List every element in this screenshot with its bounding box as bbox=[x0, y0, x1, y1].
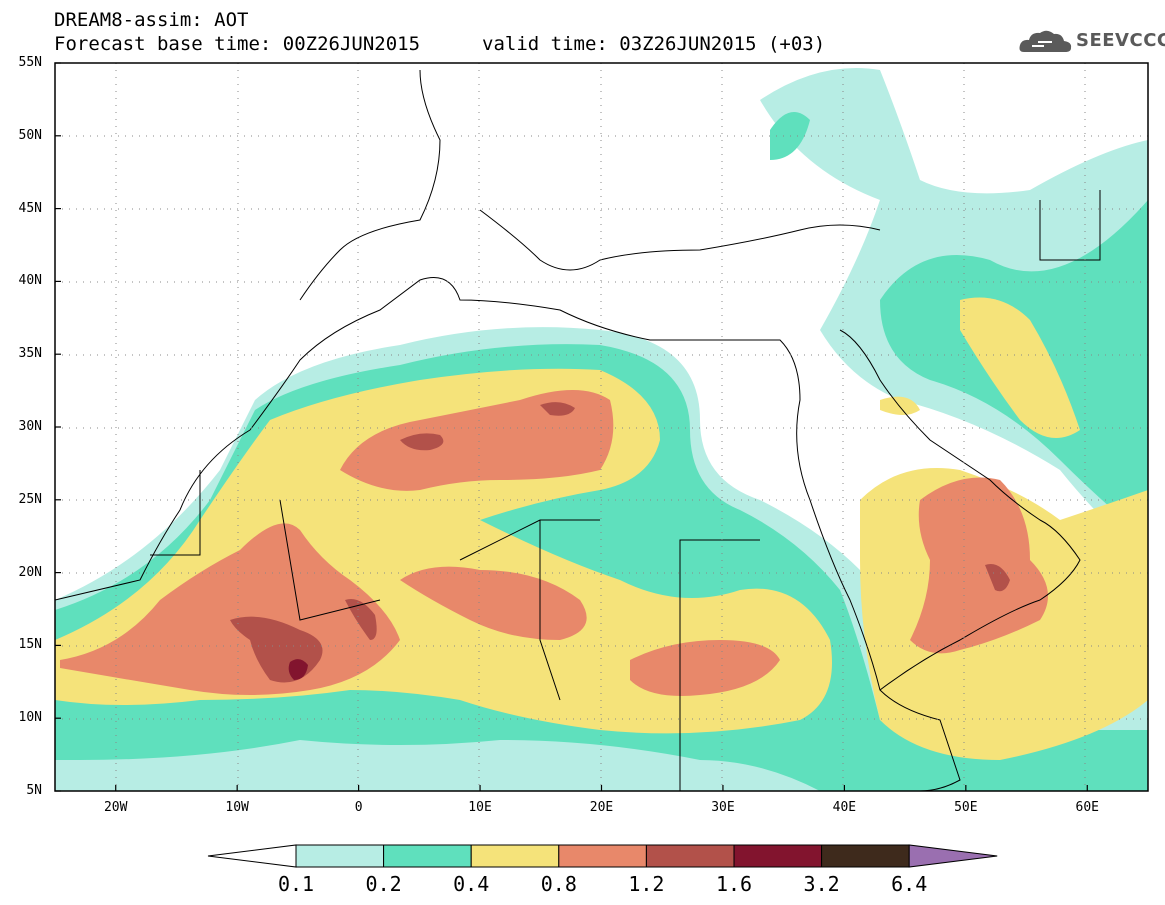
x-tick-label: 50E bbox=[954, 800, 978, 815]
legend-label: 0.2 bbox=[365, 872, 402, 896]
x-tick-label: 20E bbox=[589, 800, 614, 815]
x-tick-label: 10E bbox=[468, 800, 492, 815]
coastlines bbox=[55, 69, 1101, 791]
x-tick-label: 10W bbox=[225, 800, 249, 815]
y-tick-label: 30N bbox=[18, 419, 42, 434]
y-tick-label: 45N bbox=[18, 200, 42, 216]
y-tick-label: 5N bbox=[26, 783, 42, 798]
legend-label: 3.2 bbox=[803, 872, 840, 896]
aot-band-1.6 bbox=[288, 659, 308, 680]
legend-label: 1.2 bbox=[628, 872, 665, 896]
y-tick-label: 35N bbox=[18, 346, 42, 362]
map-title: DREAM8-assim: AOT bbox=[54, 9, 249, 31]
x-tick-label: 60E bbox=[1075, 800, 1099, 815]
y-tick-label: 25N bbox=[18, 491, 42, 507]
aot-band-1.2 bbox=[230, 402, 1010, 683]
graticule bbox=[55, 63, 1148, 791]
y-tick-label: 50N bbox=[18, 127, 42, 143]
y-tick-label: 40N bbox=[18, 273, 42, 289]
cloud-logo-icon bbox=[1019, 30, 1072, 52]
x-tick-label: 20W bbox=[103, 800, 128, 815]
logo-text: SEEVCCC bbox=[1076, 30, 1165, 51]
x-tick-label: 0 bbox=[354, 800, 363, 815]
y-tick-label: 15N bbox=[18, 637, 42, 653]
legend-label: 0.4 bbox=[453, 872, 490, 896]
valid-time: valid time: 03Z26JUN2015 (+03) bbox=[482, 33, 826, 55]
x-tick-label: 40E bbox=[832, 800, 857, 815]
forecast-base-time: Forecast base time: 00Z26JUN2015 bbox=[54, 33, 421, 55]
legend-label: 0.1 bbox=[277, 872, 315, 896]
legend-label: 6.4 bbox=[891, 872, 928, 896]
legend-label: 0.8 bbox=[540, 872, 577, 896]
y-tick-label: 20N bbox=[18, 564, 42, 580]
y-tick-label: 10N bbox=[18, 710, 42, 726]
x-tick-label: 30E bbox=[711, 800, 735, 815]
legend-label: 1.6 bbox=[715, 872, 753, 896]
y-tick-label: 55N bbox=[18, 55, 42, 70]
